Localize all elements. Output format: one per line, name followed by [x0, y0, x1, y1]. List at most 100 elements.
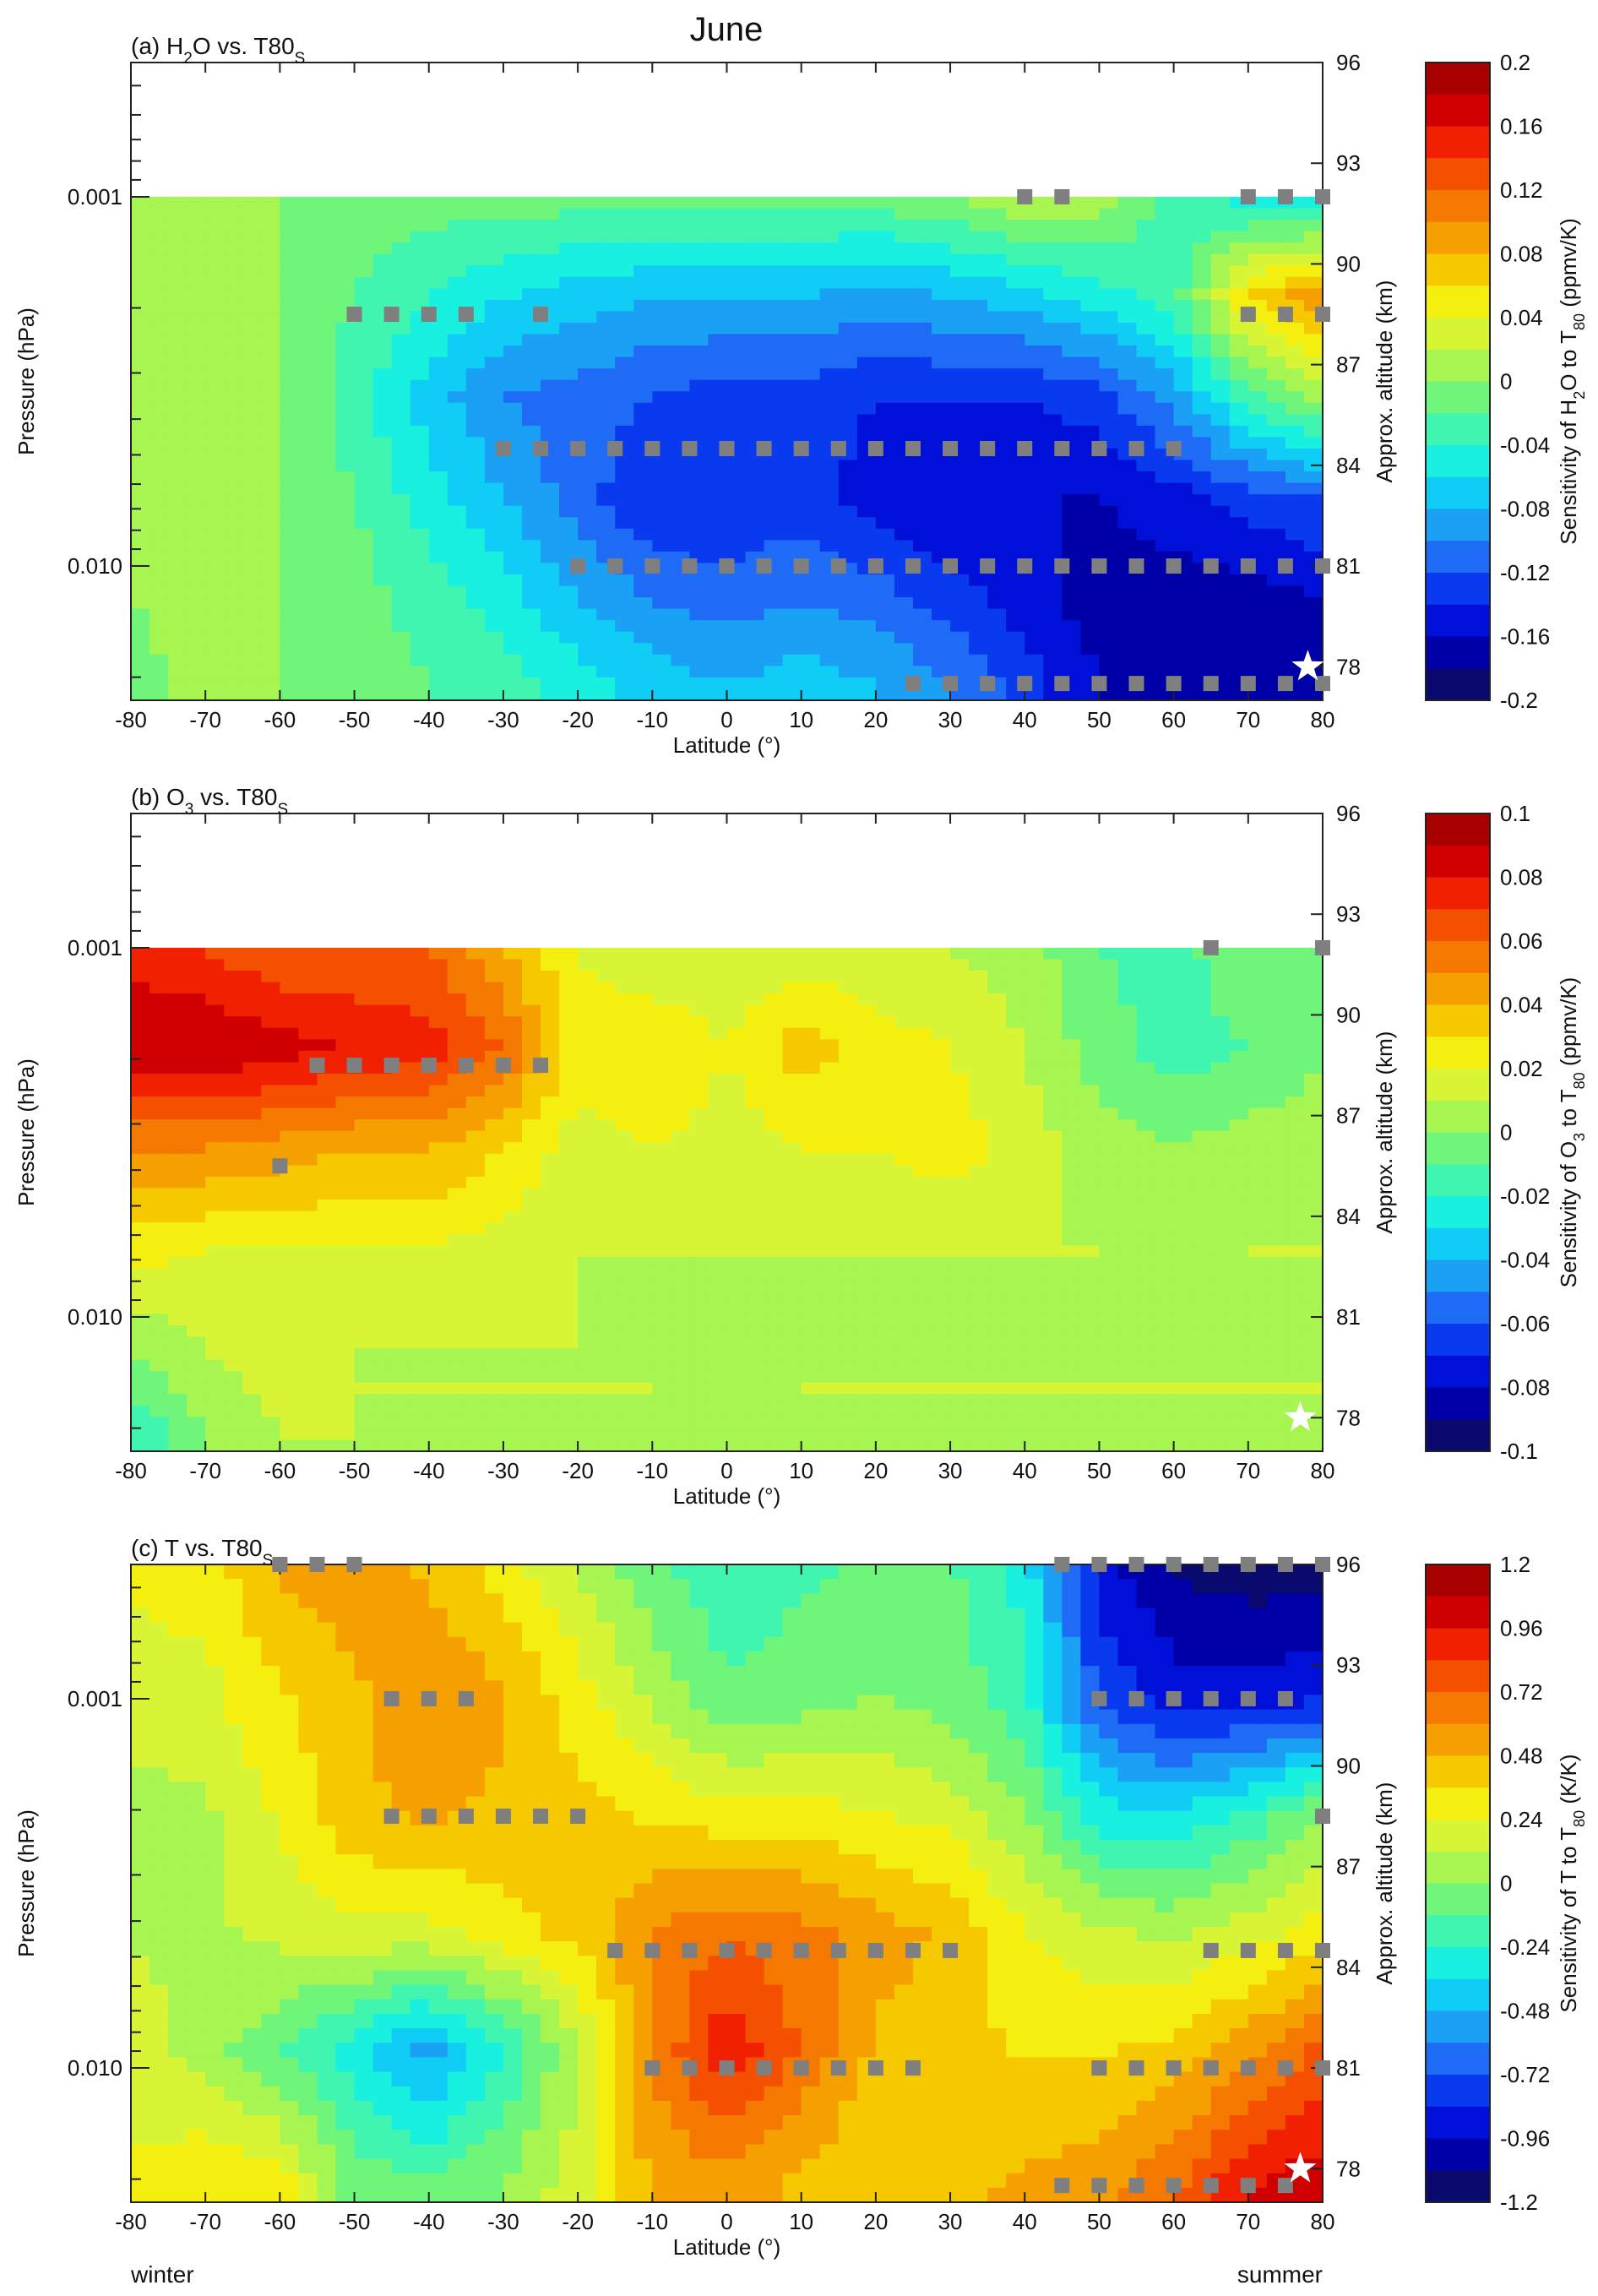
heatmap-cell: [1192, 379, 1212, 392]
heatmap-cell: [671, 993, 691, 1006]
heatmap-cell: [354, 1245, 374, 1258]
heatmap-cell: [615, 1062, 634, 1075]
heatmap-cell: [578, 993, 597, 1006]
heatmap-cell: [708, 1107, 728, 1120]
heatmap-cell: [521, 391, 541, 404]
heatmap-cell: [1080, 1279, 1101, 1292]
heatmap-cell: [1173, 1233, 1193, 1246]
heatmap-cell: [764, 1291, 784, 1303]
heatmap-cell: [521, 540, 541, 552]
heatmap-cell: [987, 253, 1007, 266]
heatmap-cell: [819, 517, 840, 530]
heatmap-cell: [1192, 528, 1212, 541]
heatmap-cell: [1285, 368, 1305, 381]
heatmap-cell: [819, 1073, 840, 1086]
heatmap-cell: [335, 1085, 356, 1097]
heatmap-cell: [484, 208, 504, 220]
x-tick-label: 30: [938, 707, 963, 732]
heatmap-cell: [1080, 993, 1101, 1006]
heatmap-cell: [1247, 608, 1268, 621]
heatmap-cell: [224, 299, 243, 313]
heatmap-cell: [503, 947, 523, 960]
heatmap-cell: [280, 1222, 300, 1235]
heatmap-cell: [261, 356, 280, 369]
heatmap-cell: [894, 471, 914, 484]
heatmap-cell: [987, 654, 1007, 666]
heatmap-cell: [187, 631, 206, 644]
heatmap-cell: [615, 208, 634, 220]
heatmap-cell: [447, 643, 467, 656]
heatmap-cell: [801, 505, 821, 518]
heatmap-cell: [242, 608, 262, 621]
heatmap-cell: [428, 982, 448, 994]
heatmap-cell: [131, 517, 150, 530]
heatmap-cell: [1210, 1130, 1231, 1143]
heatmap-cell: [465, 551, 486, 564]
heatmap-cell: [838, 1073, 858, 1086]
heatmap-cell: [689, 220, 709, 232]
heatmap-cell: [447, 494, 467, 507]
heatmap-cell: [950, 391, 970, 404]
heatmap-cell: [801, 1016, 821, 1029]
heatmap-cell: [372, 1165, 393, 1178]
heatmap-cell: [1285, 437, 1305, 449]
heatmap-cell: [1025, 1027, 1044, 1040]
heatmap-cell: [1285, 631, 1305, 644]
heatmap-cell: [856, 1211, 877, 1223]
heatmap-cell: [912, 585, 932, 598]
heatmap-cell: [689, 1085, 709, 1097]
heatmap-cell: [335, 265, 356, 278]
heatmap-cell: [1136, 597, 1156, 610]
heatmap-cell: [242, 563, 262, 575]
heatmap-cell: [1285, 1130, 1305, 1143]
significance-marker: [1277, 188, 1293, 204]
heatmap-cell: [708, 1165, 728, 1178]
heatmap-cell: [912, 1279, 932, 1292]
heatmap-cell: [782, 1119, 802, 1132]
heatmap-cell: [633, 574, 653, 587]
heatmap-cell: [503, 1165, 523, 1178]
heatmap-cell: [912, 971, 932, 983]
heatmap-cell: [1155, 391, 1175, 404]
heatmap-cell: [261, 1268, 280, 1281]
heatmap-cell: [484, 356, 504, 369]
heatmap-cell: [484, 517, 504, 530]
heatmap-cell: [1006, 540, 1025, 552]
heatmap-cell: [894, 414, 914, 427]
heatmap-cell: [428, 276, 448, 289]
heatmap-cell: [1006, 231, 1025, 243]
heatmap-cell: [354, 253, 374, 266]
heatmap-cell: [1006, 1245, 1025, 1258]
heatmap-cell: [149, 1199, 169, 1212]
heatmap-cell: [242, 1268, 262, 1281]
heatmap-cell: [559, 288, 579, 301]
heatmap-cell: [782, 1107, 802, 1120]
heatmap-cell: [969, 482, 988, 495]
heatmap-cell: [1136, 971, 1156, 983]
heatmap-cell: [932, 1233, 951, 1246]
heatmap-cell: [335, 654, 356, 666]
heatmap-cell: [1173, 608, 1193, 621]
heatmap-cell: [1136, 1188, 1156, 1200]
heatmap-cell: [317, 1107, 337, 1120]
heatmap-cell: [987, 322, 1007, 335]
heatmap-cell: [875, 242, 895, 255]
heatmap-cell: [1266, 666, 1286, 678]
heatmap-cell: [633, 947, 653, 960]
heatmap-cell: [1117, 1256, 1138, 1269]
heatmap-cell: [782, 1222, 802, 1235]
heatmap-cell: [745, 1279, 765, 1292]
heatmap-cell: [354, 288, 374, 301]
heatmap-cell: [596, 947, 616, 960]
heatmap-cell: [969, 1279, 988, 1292]
heatmap-cell: [280, 402, 300, 415]
heatmap-cell: [354, 334, 374, 346]
heatmap-cell: [708, 1119, 728, 1132]
heatmap-cell: [559, 643, 579, 656]
heatmap-cell: [745, 1062, 765, 1075]
heatmap-cell: [932, 585, 951, 598]
heatmap-cell: [838, 517, 858, 530]
heatmap-cell: [708, 265, 728, 278]
heatmap-cell: [1285, 1279, 1305, 1292]
heatmap-cell: [596, 482, 616, 495]
